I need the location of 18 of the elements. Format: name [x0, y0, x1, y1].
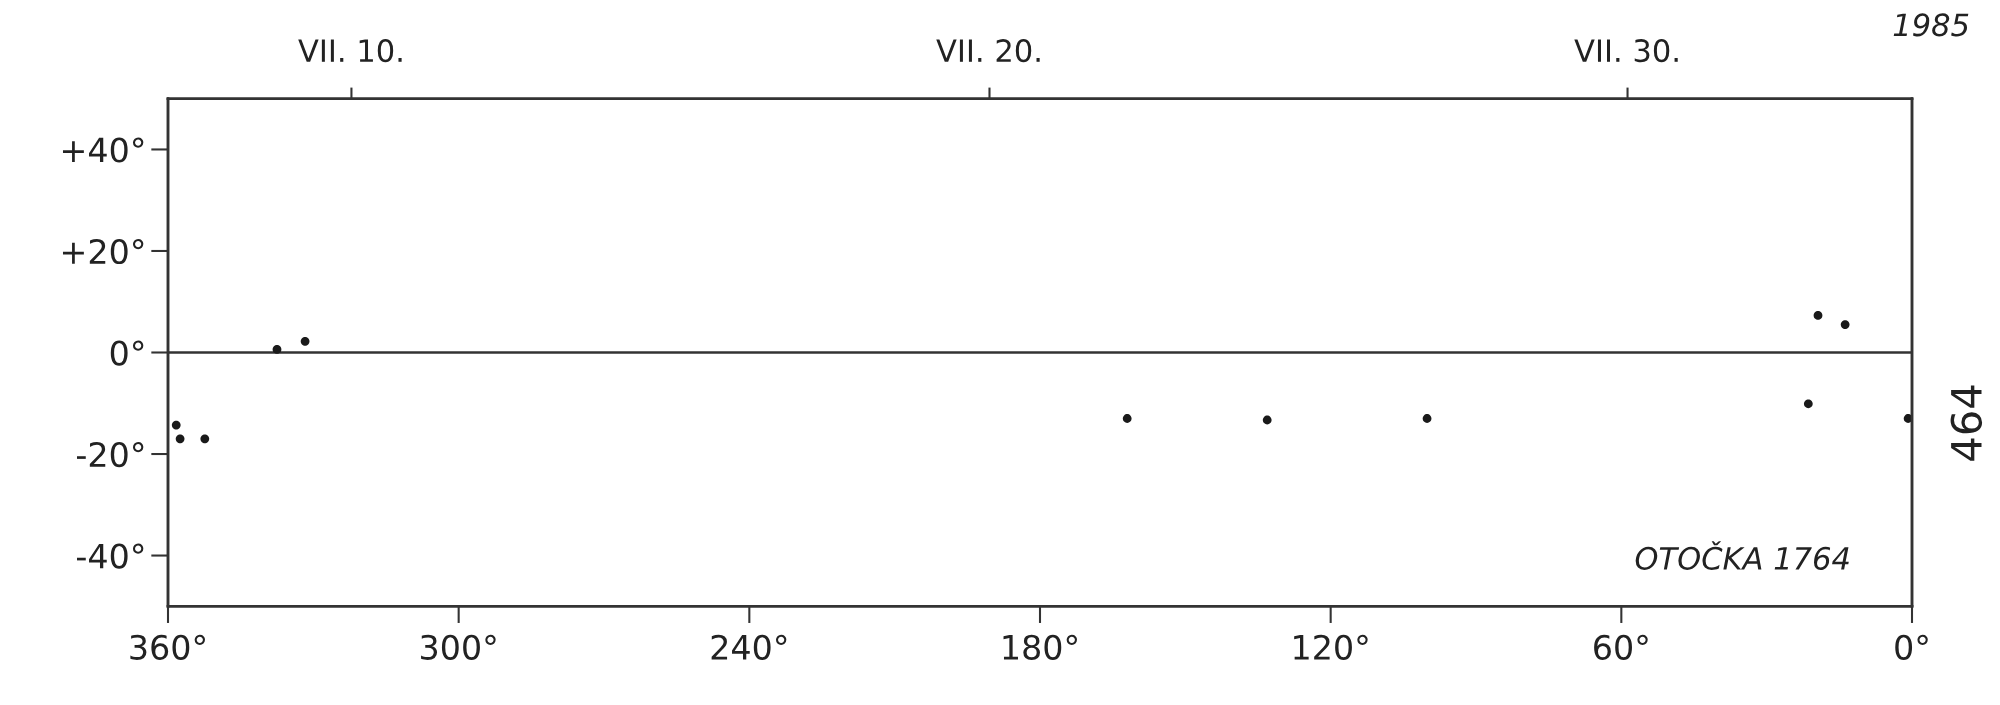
x-tick-label: 300° [421, 634, 496, 660]
x2-tick-label: VII. 10. [298, 39, 402, 63]
y-tick-label: +20° [62, 238, 144, 265]
y-tick-label: +40° [62, 137, 144, 163]
x2-tick-label: VII. 20. [936, 39, 1040, 63]
text: 1985 [1893, 13, 1969, 37]
x-tick-label: 240° [711, 634, 787, 660]
x-tick-label: 180° [1003, 634, 1077, 660]
x-tick-label: 360° [130, 634, 205, 660]
text: 464 [1950, 385, 1983, 461]
y-tick-label: -40° [76, 543, 144, 569]
y-tick-label: -20° [76, 441, 144, 468]
x-tick-label: 0° [1895, 634, 1928, 660]
annotation: OTOČKA 1764 [1635, 541, 1849, 570]
x-tick-label: 60° [1594, 634, 1648, 660]
x2-tick-label: VII. 30. [1574, 39, 1678, 63]
y-tick-label: 0° [110, 340, 144, 366]
x-tick-label: 120° [1294, 634, 1368, 660]
